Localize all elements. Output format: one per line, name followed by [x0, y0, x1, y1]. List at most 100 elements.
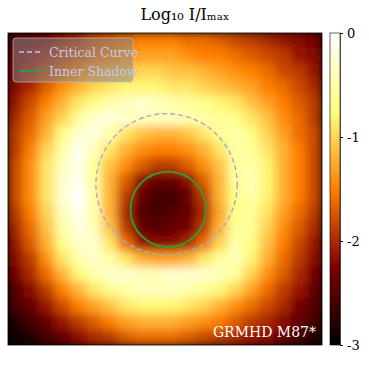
heatmap-cell [149, 313, 166, 330]
chart-title: Log₁₀ I/Iₘₐₓ [140, 5, 229, 24]
heatmap-cell [102, 111, 119, 128]
heatmap-cell [117, 142, 134, 159]
heatmap-cell [274, 142, 291, 159]
colorbar-tick-mark [340, 137, 343, 138]
heatmap-cell [227, 204, 244, 221]
heatmap-cell [290, 157, 307, 174]
heatmap-cell [227, 267, 244, 284]
heatmap-cell [196, 142, 213, 159]
heatmap-cell [306, 298, 322, 315]
heatmap-cell [180, 267, 197, 284]
heatmap-cell [102, 189, 119, 206]
heatmap-cell [39, 204, 56, 221]
colorbar-tick: 0 [340, 26, 355, 41]
heatmap-cell [117, 220, 134, 237]
heatmap-cell [39, 298, 56, 315]
heatmap-cell [133, 204, 150, 221]
heatmap-cell [55, 235, 72, 252]
heatmap-cell [306, 64, 322, 81]
heatmap-cell [39, 111, 56, 128]
heatmap-cell [212, 33, 229, 49]
heatmap-cell [86, 220, 103, 237]
heatmap-cell [274, 189, 291, 206]
heatmap-cell [196, 313, 213, 330]
heatmap-cell [274, 251, 291, 268]
annotation: GRMHD M87* [213, 324, 316, 340]
curves [96, 114, 237, 255]
heatmap-cell [259, 157, 276, 174]
heatmap-cell [8, 220, 24, 237]
heatmap-cell [306, 48, 322, 65]
heatmap-cell [23, 157, 40, 174]
heatmap-cell [149, 48, 166, 65]
colorbar-tick-mark [340, 241, 343, 242]
heatmap-cell [306, 189, 322, 206]
heatmap-cell [212, 126, 229, 143]
heatmap-cell [117, 111, 134, 128]
heatmap-cell [259, 204, 276, 221]
heatmap-cell [180, 298, 197, 315]
heatmap-cell [180, 48, 197, 65]
heatmap-cell [212, 267, 229, 284]
heatmap-cell [55, 173, 72, 190]
heatmap-cell [117, 298, 134, 315]
heatmap-cell [149, 189, 166, 206]
heatmap-cell [133, 95, 150, 112]
heatmap-cell [117, 173, 134, 190]
heatmap-cell [290, 95, 307, 112]
heatmap-cell [196, 267, 213, 284]
colorbar-tick-label: 0 [347, 26, 355, 41]
heatmap-cell [70, 142, 87, 159]
heatmap-cell [39, 329, 56, 345]
heatmap-cell [180, 79, 197, 96]
heatmap-cell [306, 204, 322, 221]
heatmap-cell [274, 79, 291, 96]
heatmap-cell [39, 95, 56, 112]
heatmap-cell [212, 142, 229, 159]
heatmap-cell [165, 142, 182, 159]
heatmap-cell [8, 111, 24, 128]
heatmap-cell [149, 267, 166, 284]
heatmap-cell [243, 235, 260, 252]
heatmap-cell [70, 282, 87, 299]
heatmap-cell [165, 33, 182, 49]
colorbar-tick-mark [340, 345, 343, 346]
heatmap-cell [180, 95, 197, 112]
heatmap-cell [306, 142, 322, 159]
heatmap-cell [259, 267, 276, 284]
heatmap-cell [70, 329, 87, 345]
heatmap-cell [86, 251, 103, 268]
heatmap-cell [227, 220, 244, 237]
plot-frame [8, 33, 322, 345]
heatmap-cell [8, 313, 24, 330]
heatmap-cell [102, 329, 119, 345]
heatmap-cell [102, 157, 119, 174]
heatmap-cell [290, 64, 307, 81]
heatmap-cell [306, 157, 322, 174]
heatmap-cell [259, 95, 276, 112]
heatmap-cell [180, 157, 197, 174]
heatmap-cell [8, 189, 24, 206]
heatmap-cell [259, 189, 276, 206]
curve-critical [96, 114, 237, 255]
heatmap-cell [274, 282, 291, 299]
heatmap-cell [227, 142, 244, 159]
heatmap-cell [8, 251, 24, 268]
heatmap-cell [290, 189, 307, 206]
heatmap-cell [149, 220, 166, 237]
heatmap-cell [306, 33, 322, 49]
heatmap-cell [86, 204, 103, 221]
heatmap-cell [55, 329, 72, 345]
heatmap-cell [227, 251, 244, 268]
heatmap-cell [196, 298, 213, 315]
heatmap-cell [306, 235, 322, 252]
heatmap-cell [8, 235, 24, 252]
heatmap-cell [227, 235, 244, 252]
heatmap-cell [165, 189, 182, 206]
heatmap-cell [212, 111, 229, 128]
heatmap-cell [86, 329, 103, 345]
heatmap-cell [212, 282, 229, 299]
heatmap-cell [259, 64, 276, 81]
heatmap-cell [180, 313, 197, 330]
heatmap-cell [306, 79, 322, 96]
